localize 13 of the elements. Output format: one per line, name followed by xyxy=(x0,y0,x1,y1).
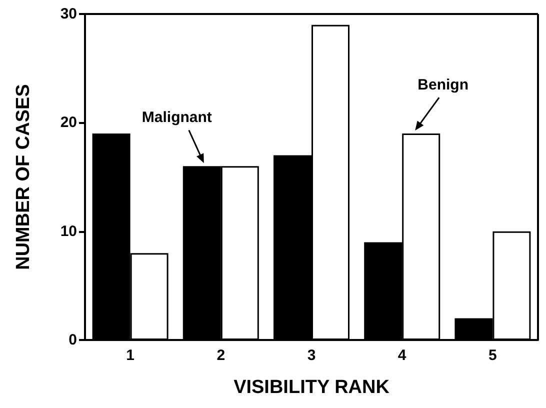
x-tick-label: 4 xyxy=(398,347,407,364)
x-tick-label: 3 xyxy=(307,347,316,364)
y-tick-label: 10 xyxy=(60,222,77,240)
text: Benign xyxy=(418,76,469,94)
x-tick-label: 5 xyxy=(488,347,497,364)
y-tick-label: 20 xyxy=(60,114,77,132)
y-axis-title: NUMBER OF CASES xyxy=(13,84,34,270)
x-tick-label: 2 xyxy=(216,347,226,364)
y-tick-label: 30 xyxy=(60,6,77,22)
series-label: Malignant xyxy=(142,109,212,126)
x-axis-title: VISIBILITY RANK xyxy=(234,377,390,398)
y-tick-label: 0 xyxy=(68,332,77,348)
x-tick-label: 1 xyxy=(126,347,134,364)
